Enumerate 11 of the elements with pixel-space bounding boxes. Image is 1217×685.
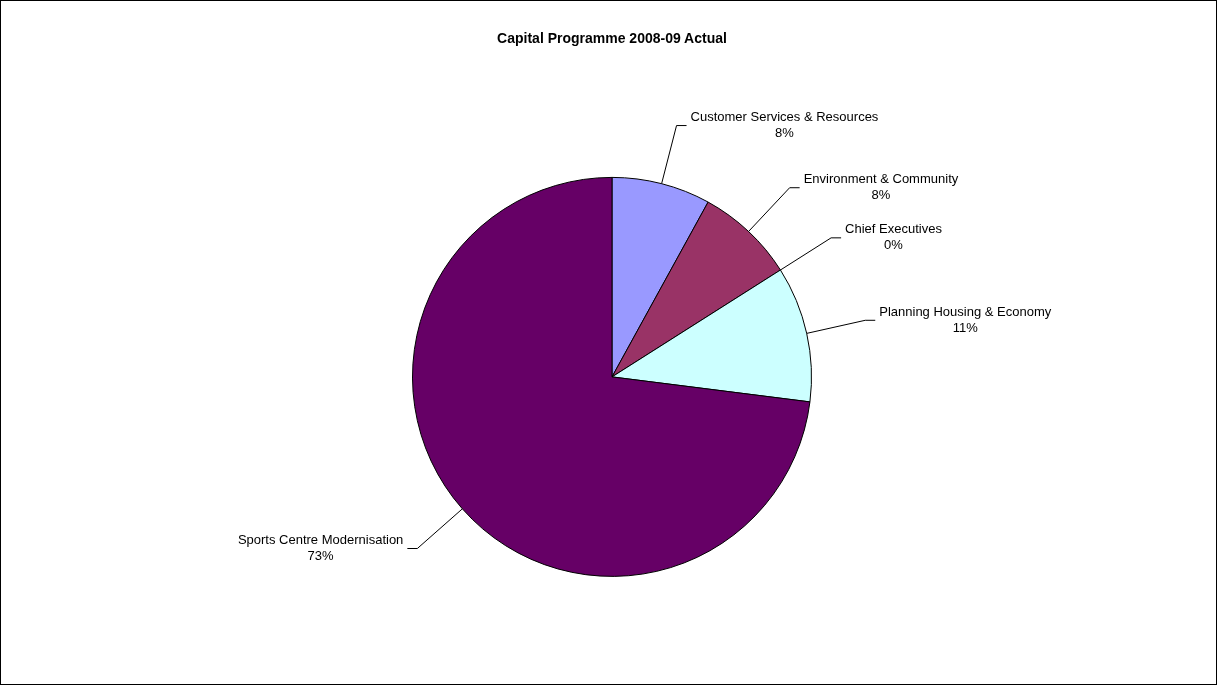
slice-label: Customer Services & Resources <box>690 109 879 125</box>
data-label: 73% <box>307 548 335 564</box>
chart-title: Capital Programme 2008-09 Actual <box>497 30 727 47</box>
slice-label: Planning Housing & Economy <box>879 303 1052 319</box>
slice-label: Sports Centre Modernisation <box>237 532 404 548</box>
text: 0% <box>884 237 903 253</box>
data-label: 8% <box>775 125 795 141</box>
data-label: 11% <box>952 319 979 335</box>
category-label: Chief Executives <box>845 221 942 237</box>
data-label: 8% <box>871 187 891 203</box>
slice-label: Environment & Community <box>803 171 959 187</box>
